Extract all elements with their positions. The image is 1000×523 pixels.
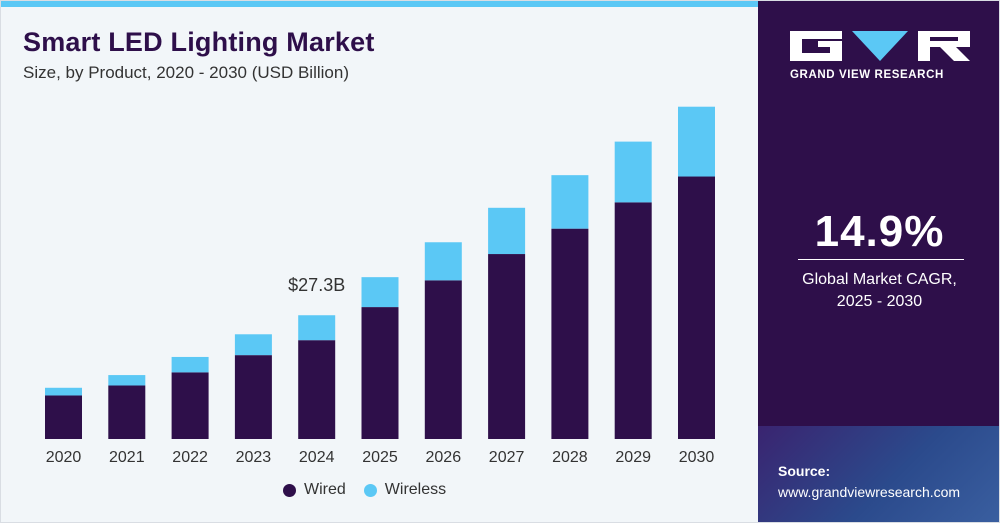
source-url: www.grandviewresearch.com	[778, 484, 961, 500]
legend-label-wired: Wired	[304, 481, 346, 498]
brand-name: GRAND VIEW RESEARCH	[790, 69, 944, 81]
bar-wired-2021	[108, 385, 146, 439]
x-tick-label: 2025	[362, 449, 398, 466]
x-tick-label: 2028	[552, 449, 588, 466]
bar-wireless-2027	[488, 207, 526, 255]
legend-item-wired: Wired	[283, 481, 346, 499]
cagr-label-line2: 2025 - 2030	[836, 293, 923, 310]
x-tick-label: 2020	[46, 449, 82, 466]
x-tick-label: 2024	[299, 449, 335, 466]
bar-wireless-2030	[678, 106, 715, 177]
bar-wireless-2024	[298, 315, 336, 341]
x-tick-label: 2030	[679, 449, 715, 466]
bar-wireless-2020	[45, 387, 82, 396]
chart-title: Smart LED Lighting Market	[23, 27, 375, 57]
bar-wireless-2025	[361, 277, 399, 308]
bar-wireless-2023	[234, 334, 272, 356]
legend-item-wireless: Wireless	[363, 481, 447, 499]
bar-wired-2026	[424, 280, 462, 439]
cagr-value: 14.9%	[814, 207, 945, 256]
bar-wired-2030	[678, 176, 715, 439]
x-tick-label: 2029	[615, 449, 651, 466]
bar-wired-2025	[361, 307, 399, 439]
bar-wireless-2026	[424, 242, 462, 281]
legend-label-wireless: Wireless	[384, 481, 447, 498]
bar-wireless-2021	[108, 375, 146, 386]
x-tick-label: 2026	[426, 449, 462, 466]
accent-bar	[1, 1, 758, 7]
cagr-label: Global Market CAGR, 2025 - 2030	[758, 269, 999, 313]
bar-wired-2029	[614, 202, 652, 439]
bar-wireless-2029	[614, 141, 652, 203]
info-sidebar: GRAND VIEW RESEARCH 14.9% Global Market …	[758, 1, 999, 522]
legend-swatch-wired	[283, 483, 296, 497]
bar-chart: 2020 2021 2022 2023 2024 2025 2026 2027 2028 2029…	[45, 106, 715, 466]
x-tick-label: 2023	[236, 449, 272, 466]
data-label-2024: $27.3B	[288, 275, 345, 295]
cagr-divider	[798, 259, 964, 260]
bar-wired-2028	[551, 228, 589, 439]
bar-wired-2022	[171, 372, 209, 439]
bar-wired-2024	[298, 340, 336, 439]
source-band	[758, 426, 999, 522]
x-tick-label: 2027	[489, 449, 525, 466]
bar-wireless-2022	[171, 356, 209, 373]
cagr-label-line1: Global Market CAGR,	[802, 271, 957, 288]
bar-wired-2020	[45, 395, 82, 439]
chart-subtitle: Size, by Product, 2020 - 2030 (USD Billi…	[23, 63, 349, 82]
bar-wired-2027	[488, 254, 526, 439]
bar-wired-2023	[234, 355, 272, 439]
x-tick-label: 2022	[172, 449, 208, 466]
chart-legend: Wired Wireless	[283, 481, 446, 499]
x-tick-label: 2021	[109, 449, 145, 466]
grand-view-research-logo-icon	[790, 31, 970, 61]
legend-swatch-wireless	[363, 483, 377, 497]
source-label: Source:	[778, 463, 831, 479]
bar-wireless-2028	[551, 175, 589, 229]
